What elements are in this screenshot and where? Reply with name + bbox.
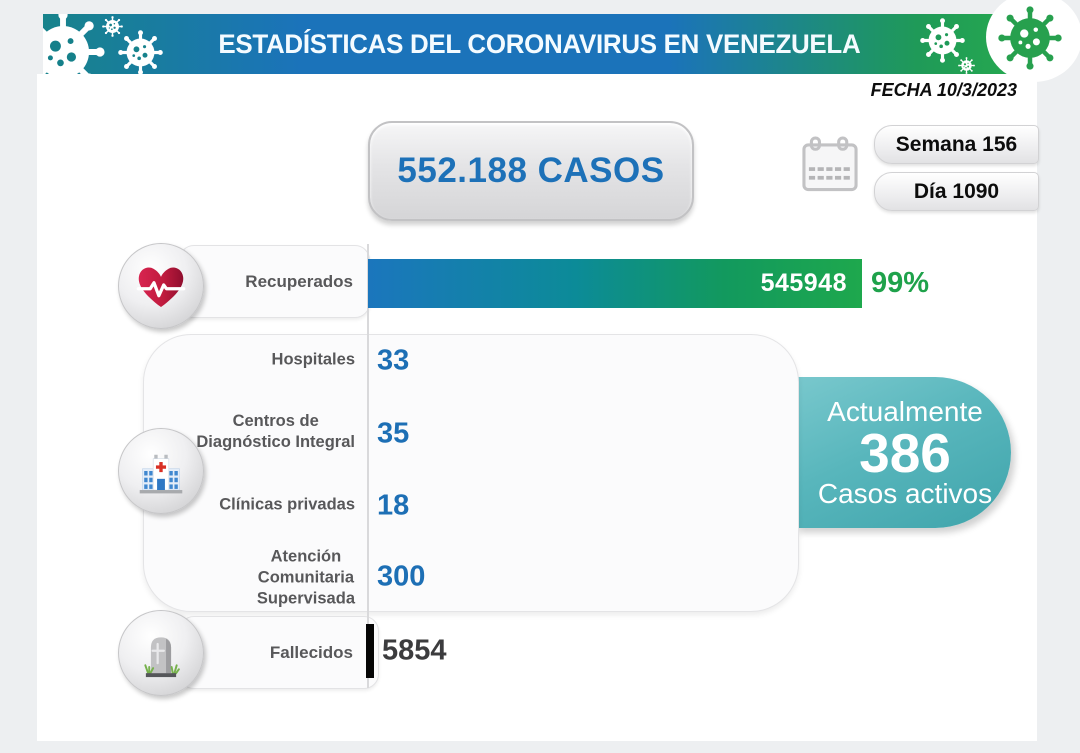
title-banner: ESTADÍSTICAS DEL CORONAVIRUS EN VENEZUEL…: [43, 14, 1036, 74]
active-cases-caption: Actualmente: [827, 395, 983, 427]
hospital-icon: [139, 454, 183, 494]
axis-divider-line: [367, 244, 369, 688]
heart-pulse-icon: [136, 267, 186, 308]
hospital-icon-circle: [118, 428, 204, 514]
tombstone-icon: [144, 637, 180, 678]
recovered-value: 545948: [760, 269, 847, 297]
recovered-percent: 99%: [871, 267, 930, 299]
recovered-label-box: Recuperados: [179, 245, 370, 318]
facility-value-hospitales: 33: [377, 344, 410, 377]
calendar-icon: [802, 136, 858, 192]
active-cases-subcaption: Casos activos: [817, 477, 993, 509]
day-badge: Día 1090: [874, 172, 1039, 211]
recovered-label: Recuperados: [245, 271, 353, 291]
deceased-icon-circle: [118, 610, 204, 696]
facility-value-clinicas: 18: [377, 489, 410, 522]
facility-value-cdi: 35: [377, 417, 410, 450]
day-label: Día 1090: [913, 179, 1000, 203]
week-label: Semana 156: [895, 132, 1018, 156]
facility-label-atencion: Atención Comunitaria Supervisada: [256, 547, 355, 608]
total-cases-value: 552.188 CASOS: [397, 151, 665, 190]
active-cases-box: Actualmente 386 Casos activos: [795, 377, 1011, 528]
page-title: ESTADÍSTICAS DEL CORONAVIRUS EN VENEZUEL…: [218, 28, 861, 59]
facility-label-clinicas: Clínicas privadas: [219, 495, 355, 514]
active-cases-value: 386: [859, 421, 951, 484]
virus-icon-corner-green: [998, 6, 1062, 70]
facility-label-hospitales: Hospitales: [271, 350, 355, 369]
deceased-value: 5854: [382, 634, 447, 667]
date-label: FECHA 10/3/2023: [870, 80, 1017, 100]
recovered-icon-circle: [118, 243, 204, 329]
total-cases-box: 552.188 CASOS: [368, 121, 694, 221]
facility-label-cdi: Centros de Diagnóstico Integral: [196, 412, 355, 451]
week-badge: Semana 156: [874, 125, 1039, 164]
facilities-panel: [143, 334, 799, 612]
deceased-label-box: Fallecidos: [179, 616, 379, 689]
facility-value-atencion: 300: [377, 560, 426, 593]
recovered-bar: 545948: [368, 259, 862, 308]
deceased-bar: [366, 624, 374, 678]
deceased-label: Fallecidos: [269, 642, 353, 662]
